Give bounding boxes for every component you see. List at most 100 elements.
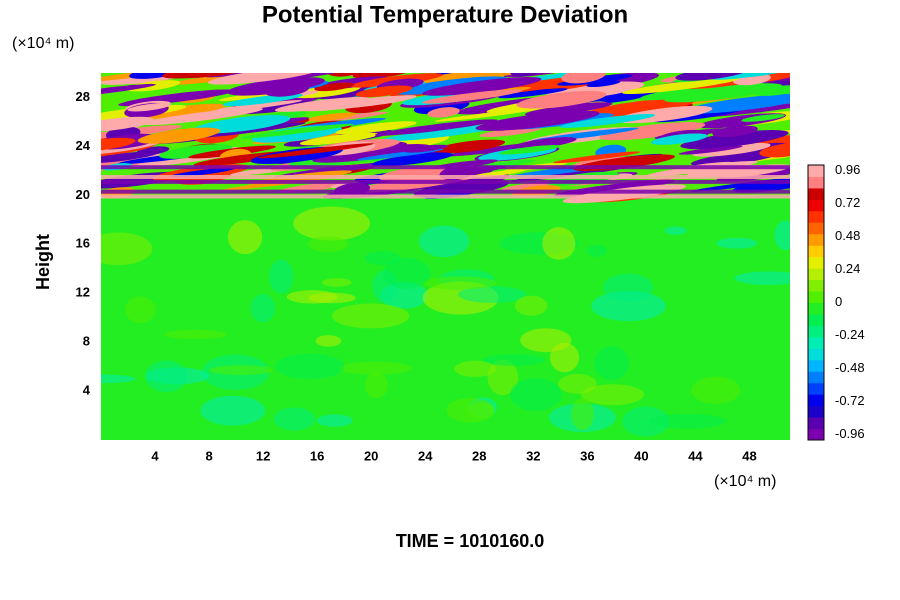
- field-blob: [364, 372, 388, 399]
- field-stripe: [690, 150, 780, 167]
- field-blob: [125, 296, 156, 324]
- field-blob: [734, 271, 790, 285]
- field-blob: [580, 384, 644, 406]
- x-tick-label: 20: [364, 448, 378, 463]
- field-stripe: [222, 93, 303, 107]
- field-stripe: [374, 119, 498, 136]
- field-stripe: [335, 121, 417, 135]
- field-stripe: [678, 145, 743, 155]
- field-stripe: [753, 85, 790, 96]
- field-stripe: [299, 132, 379, 146]
- field-stripe: [498, 88, 568, 99]
- field-band: [101, 189, 790, 194]
- field-stripe: [524, 102, 613, 116]
- x-tick-label: 12: [256, 448, 270, 463]
- field-stripe: [475, 110, 600, 131]
- colorbar-tick-label: 0.72: [835, 195, 860, 210]
- x-tick-label: 48: [742, 448, 756, 463]
- field-stripe: [434, 139, 506, 154]
- colorbar-tick-label: 0: [835, 294, 842, 309]
- colorbar-band: [808, 199, 824, 212]
- field-stripe: [499, 145, 561, 155]
- field-band: [101, 179, 790, 184]
- colorbar-frame: [807, 164, 825, 441]
- colorbar-band: [808, 165, 824, 177]
- field-blob: [273, 407, 316, 431]
- field-stripe: [732, 177, 790, 193]
- x-tick-label: 32: [526, 448, 540, 463]
- colorbar-band: [808, 222, 824, 235]
- field-band: [101, 174, 790, 179]
- field-band: [101, 165, 790, 170]
- colorbar-band: [808, 268, 824, 281]
- colorbar-band: [808, 302, 824, 315]
- colorbar-band: [808, 245, 824, 258]
- colorbar-band: [808, 382, 824, 395]
- field-blob: [454, 360, 497, 378]
- y-tick-label: 24: [76, 138, 91, 153]
- field-blob: [591, 291, 667, 322]
- field-blob: [622, 406, 670, 437]
- colorbar-band: [808, 210, 824, 223]
- field-blob: [364, 251, 401, 266]
- field-stripe: [101, 116, 154, 132]
- field-blob: [338, 361, 412, 375]
- field-blob: [209, 365, 274, 375]
- colorbar-band: [808, 371, 824, 384]
- colorbar-tick-label: -0.72: [835, 393, 865, 408]
- field-stripe: [274, 96, 371, 112]
- colorbar-band: [808, 359, 824, 372]
- field-blob: [649, 413, 727, 429]
- colorbar-band: [808, 313, 824, 326]
- field-blob: [316, 414, 353, 428]
- field-blob: [716, 237, 758, 249]
- field-stripe: [240, 123, 354, 139]
- field-blob: [101, 374, 136, 384]
- field-blob: [227, 220, 263, 255]
- field: [101, 73, 790, 440]
- field-stripe: [692, 142, 771, 157]
- field-stripe: [257, 143, 374, 159]
- field-stripe: [516, 90, 607, 109]
- field-stripe: [712, 125, 758, 138]
- field-blob: [446, 398, 495, 423]
- field-stripe: [327, 73, 364, 77]
- field-stripe: [159, 144, 233, 159]
- field-stripe: [553, 151, 641, 164]
- footer-time: TIME = 1010160.0: [396, 531, 545, 551]
- field-stripe: [675, 73, 750, 81]
- field-stripe: [741, 114, 785, 122]
- field-stripe: [628, 73, 666, 74]
- field-blob: [200, 395, 266, 426]
- y-tick-label: 16: [76, 236, 90, 251]
- x-tick-label: 24: [418, 448, 433, 463]
- field-blob: [514, 295, 548, 316]
- y-tick-label: 20: [76, 187, 90, 202]
- field-stripe: [422, 77, 542, 96]
- field-stripe: [622, 77, 739, 95]
- field-blob: [542, 227, 576, 260]
- field-stripe: [302, 95, 417, 112]
- field-stripe: [101, 137, 136, 152]
- field-blob: [586, 245, 607, 257]
- field-blob: [458, 286, 527, 303]
- field-stripe: [419, 73, 538, 84]
- field-stripe: [352, 73, 415, 79]
- field-blob: [163, 329, 228, 340]
- field-stripe: [371, 152, 454, 167]
- field-blob: [571, 398, 594, 431]
- colorbar-band: [808, 325, 824, 338]
- field-blob: [594, 346, 630, 380]
- field-stripe: [306, 112, 356, 122]
- colorbar-band: [808, 394, 824, 407]
- field-band: [101, 194, 790, 199]
- x-tick-label: 8: [205, 448, 212, 463]
- field-blob: [509, 378, 562, 412]
- field-stripe: [422, 89, 523, 104]
- y-tick-label: 28: [76, 89, 90, 104]
- field-stripe: [559, 114, 656, 128]
- colorbar-band: [808, 291, 824, 303]
- field-stripe: [127, 103, 171, 112]
- field-blob: [250, 293, 276, 323]
